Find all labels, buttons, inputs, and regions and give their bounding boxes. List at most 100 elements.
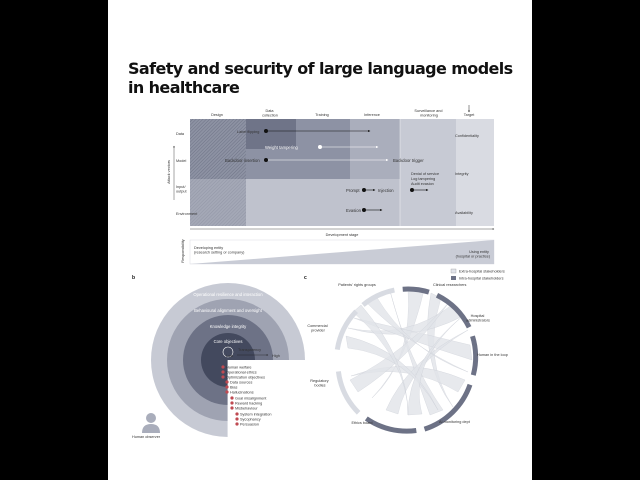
surveillance-marker <box>410 188 414 192</box>
legend-intra: Intra-hospital stakeholders <box>459 277 504 281</box>
arc-human-in-the-loop <box>470 335 479 376</box>
ring-label-core: Core objectives <box>214 339 243 344</box>
using-entity: Using entity (hospital or practice) <box>456 250 491 259</box>
stakeholder-patients-rights: Patients' rights groups <box>338 283 376 287</box>
stakeholder-hospital-administrators: Hospital administrators <box>466 314 490 323</box>
transparency-low: Low <box>226 354 233 358</box>
commercial-provider-line-1: Commercial <box>307 324 327 328</box>
row-data: Data <box>176 132 185 136</box>
panel-c-letter: c <box>304 275 307 281</box>
concern-dot <box>230 401 234 405</box>
hospital-administrators-line-1: Hospital <box>471 314 485 318</box>
row-input-output: Input/ output <box>176 185 188 194</box>
concern-item: Sycophancy <box>240 418 261 422</box>
stage-training: Training <box>315 113 329 117</box>
chord <box>345 335 439 411</box>
legend-swatch-extra <box>450 268 457 274</box>
panel-c: c Extra-hospital stakeholders Intra-hosp… <box>304 268 508 434</box>
core-globe-icon <box>222 346 234 358</box>
panel-a: Design Data collection Training Inferenc… <box>167 105 495 265</box>
attack-prompt: Prompt <box>346 188 360 193</box>
legend-swatch-intra <box>451 276 456 280</box>
arc-ethics-board <box>364 416 417 434</box>
grid-region-surveillance <box>400 119 456 226</box>
attack-evasion: Evasion <box>346 208 362 213</box>
row-input-output-line-1: Input/ <box>176 185 186 189</box>
concern-dot <box>225 380 229 384</box>
developing-entity-line-2: (research setting or company) <box>194 251 245 255</box>
chord <box>350 366 466 393</box>
concern-item: Bias <box>230 386 237 390</box>
stage-data-collection-line-2: collection <box>262 114 278 118</box>
developing-entity: Developing entity (research setting or c… <box>194 246 245 255</box>
concern-dot <box>221 370 225 374</box>
arc-regulatory-bodies <box>335 371 361 415</box>
row-input-output-line-2: output <box>176 190 188 194</box>
concern-dot <box>230 406 234 410</box>
stage-inference: Inference <box>364 113 380 117</box>
concern-dot <box>235 422 239 426</box>
attack-label-flipping-marker <box>264 129 268 133</box>
arc-clinical-researchers <box>402 286 430 295</box>
chord <box>347 303 464 335</box>
regulatory-bodies-line-2: bodies <box>314 384 325 388</box>
grid-region-design-hatched <box>190 119 246 179</box>
arc-hospital-administrators <box>435 292 472 329</box>
development-stage-label: Development stage <box>326 233 359 237</box>
stage-data-collection-line-1: Data <box>265 109 274 113</box>
stakeholder-ethics-board: Ethics board <box>351 421 372 425</box>
concern-dot <box>235 417 239 421</box>
stakeholder-clinical-researchers: Clinical researchers <box>433 283 466 287</box>
stakeholder-regulatory-bodies: Regulatory bodies <box>310 379 329 388</box>
figure-title: Safety and security of large language mo… <box>128 59 513 97</box>
responsibility-wedge <box>190 240 494 264</box>
legend-extra: Extra-hospital stakeholders <box>459 270 505 274</box>
concern-item: Reward hacking <box>235 402 262 406</box>
attack-injection: Injection <box>378 188 394 193</box>
attack-weight-tampering-marker <box>318 145 322 149</box>
surveillance-attack-1: Log tampering <box>411 177 435 181</box>
concern-dot <box>221 375 225 379</box>
stakeholder-human-in-the-loop: Human in the loop <box>477 353 508 357</box>
surveillance-attack-0: Denial of service <box>411 172 439 176</box>
attack-weight-tampering: Weight tampering <box>265 145 298 150</box>
responsibility-label: Responsibility <box>181 239 185 263</box>
concern-dot <box>225 390 229 394</box>
panel-b: b Operational resilience and interaction… <box>132 275 320 452</box>
concern-list: Human welfare Operational ethics Optimiz… <box>221 365 271 427</box>
concern-item: Misbehaviour <box>235 407 258 411</box>
concern-item: Hallucinations <box>230 391 254 395</box>
stage-surveillance-line-1: Surveillance and <box>414 109 442 113</box>
attack-vectors-label: Attack vectors <box>167 160 171 184</box>
attack-prompt-marker <box>362 188 366 192</box>
concern-item: System integration <box>240 413 271 417</box>
concern-item: Data sources <box>230 381 252 385</box>
attack-backdoor-trigger: Backdoor trigger <box>393 158 424 163</box>
regulatory-bodies-line-1: Regulatory <box>310 379 328 383</box>
stage-data-collection: Data collection <box>262 109 278 118</box>
ring-cutout <box>228 360 320 452</box>
target-header: Target <box>464 113 475 117</box>
hospital-administrators-line-2: administrators <box>466 319 490 323</box>
target-integrity: Integrity <box>455 172 469 176</box>
attack-label-flipping: Label flipping <box>237 130 259 134</box>
attack-evasion-marker <box>362 208 366 212</box>
arc-ai-monitoring <box>423 383 473 432</box>
figure-graphics: Design Data collection Training Inferenc… <box>132 105 508 452</box>
stage-surveillance: Surveillance and monitoring <box>414 109 443 118</box>
attack-backdoor-insertion-marker <box>264 158 268 162</box>
panel-b-letter: b <box>132 275 135 281</box>
stakeholder-commercial-provider: Commercial provider <box>307 324 328 333</box>
concern-dot <box>221 365 225 369</box>
chord <box>365 295 469 373</box>
concern-item: Human welfare <box>226 366 252 370</box>
concern-dot <box>235 412 239 416</box>
grid-region-design-hatched-lower <box>190 179 246 226</box>
commercial-provider-line-2: provider <box>311 329 325 333</box>
concern-item: Optimization objectives <box>226 376 265 380</box>
arc-commercial-provider <box>334 309 359 351</box>
ring-label-behavioural: Behavioural alignment and oversight <box>194 308 263 313</box>
human-observer-label: Human observer <box>132 435 161 439</box>
row-environment: Environment <box>176 212 198 216</box>
figure-page: Safety and security of large language mo… <box>108 0 532 480</box>
